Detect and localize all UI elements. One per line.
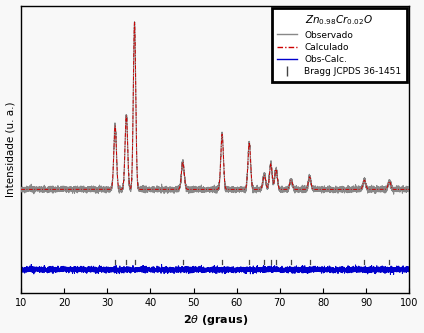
Legend: Observado, Calculado, Obs-Calc., Bragg JCPDS 36-1451: Observado, Calculado, Obs-Calc., Bragg J…: [271, 8, 407, 82]
X-axis label: 2$\theta$ (graus): 2$\theta$ (graus): [183, 313, 248, 327]
Y-axis label: Intensidade (u. a.): Intensidade (u. a.): [6, 102, 16, 197]
